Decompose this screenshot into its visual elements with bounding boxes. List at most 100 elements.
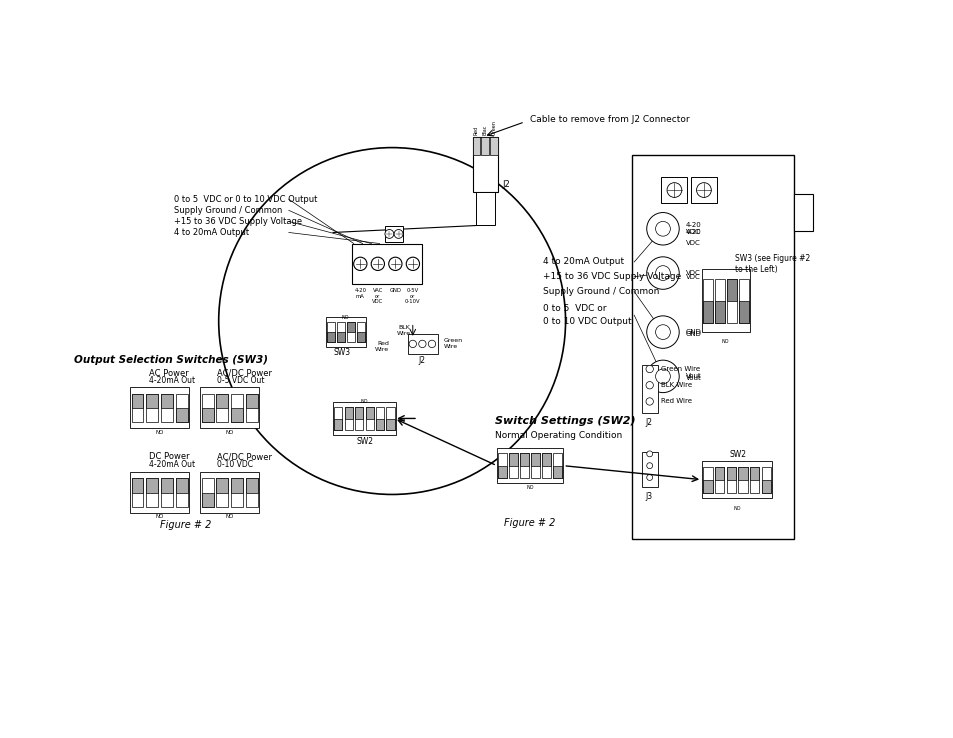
Bar <box>216 478 228 507</box>
Circle shape <box>646 316 679 348</box>
Text: Normal Operating Condition: Normal Operating Condition <box>495 431 622 440</box>
Bar <box>161 393 172 408</box>
Bar <box>146 393 158 408</box>
Bar <box>231 408 243 422</box>
Bar <box>246 393 257 408</box>
Text: AC/DC Power: AC/DC Power <box>217 452 272 461</box>
Bar <box>715 279 724 323</box>
Bar <box>333 402 395 435</box>
Bar <box>702 279 713 323</box>
Text: NO: NO <box>155 430 164 435</box>
Bar <box>386 419 395 430</box>
Bar <box>631 155 794 539</box>
Circle shape <box>646 451 652 457</box>
Bar <box>146 478 158 507</box>
Text: 4-20
VDC: 4-20 VDC <box>685 222 700 235</box>
Text: NO: NO <box>341 314 349 320</box>
Circle shape <box>696 183 711 198</box>
Text: GND: GND <box>389 288 401 293</box>
Bar <box>356 322 365 342</box>
Circle shape <box>371 258 384 271</box>
Bar <box>246 393 257 422</box>
Bar <box>726 467 735 493</box>
Bar <box>531 453 539 466</box>
Circle shape <box>645 398 653 405</box>
Circle shape <box>655 221 670 236</box>
Bar <box>231 478 243 507</box>
Text: 0 to 10 VDC Output: 0 to 10 VDC Output <box>543 317 632 325</box>
Text: SW2: SW2 <box>356 437 373 446</box>
Bar <box>246 478 257 493</box>
Bar <box>336 322 345 342</box>
Bar <box>726 279 737 301</box>
Text: Green: Green <box>443 339 462 343</box>
Bar <box>201 393 213 422</box>
Bar <box>146 478 158 493</box>
Bar <box>702 480 712 493</box>
Text: 4 to 20mA Output: 4 to 20mA Output <box>174 228 250 237</box>
Text: AC/DC Power: AC/DC Power <box>217 369 272 378</box>
Circle shape <box>646 463 652 469</box>
Bar <box>216 393 228 422</box>
Text: Blac: Blac <box>482 125 487 135</box>
Bar <box>702 467 712 493</box>
Bar <box>132 478 143 493</box>
Circle shape <box>388 258 401 271</box>
Text: Output Selection Switches (SW3): Output Selection Switches (SW3) <box>73 355 268 365</box>
Bar <box>497 448 563 483</box>
Text: Red: Red <box>376 342 389 346</box>
Bar <box>325 317 366 347</box>
Text: SW3: SW3 <box>333 348 350 357</box>
Text: 0-5V
or
0-10V: 0-5V or 0-10V <box>405 288 420 304</box>
Bar <box>216 478 228 493</box>
Bar <box>336 332 345 342</box>
Circle shape <box>646 360 679 393</box>
Circle shape <box>646 257 679 289</box>
Text: 4-20mA Out: 4-20mA Out <box>149 460 194 469</box>
Bar <box>726 279 737 323</box>
Bar <box>714 466 723 480</box>
Bar <box>347 322 355 332</box>
Bar <box>739 301 748 323</box>
Bar <box>161 478 172 507</box>
Text: BLK: BLK <box>397 325 410 330</box>
Text: 4 to 20mA Output: 4 to 20mA Output <box>543 258 624 266</box>
Text: Wire: Wire <box>396 331 411 336</box>
Bar <box>690 177 716 203</box>
Bar <box>472 137 497 192</box>
Bar <box>749 467 759 493</box>
Bar <box>375 419 384 430</box>
Bar <box>553 453 561 478</box>
Text: Cable to remove from J2 Connector: Cable to remove from J2 Connector <box>530 115 689 124</box>
Bar <box>146 393 158 422</box>
Bar <box>334 419 342 430</box>
Bar <box>231 478 243 493</box>
Bar <box>702 301 713 323</box>
Text: AC Power: AC Power <box>149 369 188 378</box>
Bar <box>738 466 747 480</box>
Text: Green Wire: Green Wire <box>660 366 700 372</box>
Circle shape <box>354 258 367 271</box>
Bar <box>519 453 529 466</box>
Text: Red: Red <box>474 125 478 135</box>
Bar <box>201 478 213 507</box>
Circle shape <box>655 266 670 280</box>
Bar <box>384 226 403 242</box>
Bar <box>175 478 188 493</box>
Bar <box>132 393 143 408</box>
Bar <box>553 466 561 478</box>
Bar <box>246 478 257 507</box>
Text: Vout: Vout <box>685 373 700 379</box>
Text: NO: NO <box>225 514 233 520</box>
Circle shape <box>645 382 653 389</box>
Text: J3: J3 <box>644 492 652 501</box>
Text: NO: NO <box>360 399 368 404</box>
Text: Figure # 2: Figure # 2 <box>160 520 211 531</box>
Bar <box>701 461 771 498</box>
Circle shape <box>394 230 402 238</box>
Bar <box>408 334 437 354</box>
Bar <box>175 408 188 422</box>
Text: NO: NO <box>225 430 233 435</box>
Bar <box>386 407 395 430</box>
Bar <box>738 467 747 493</box>
